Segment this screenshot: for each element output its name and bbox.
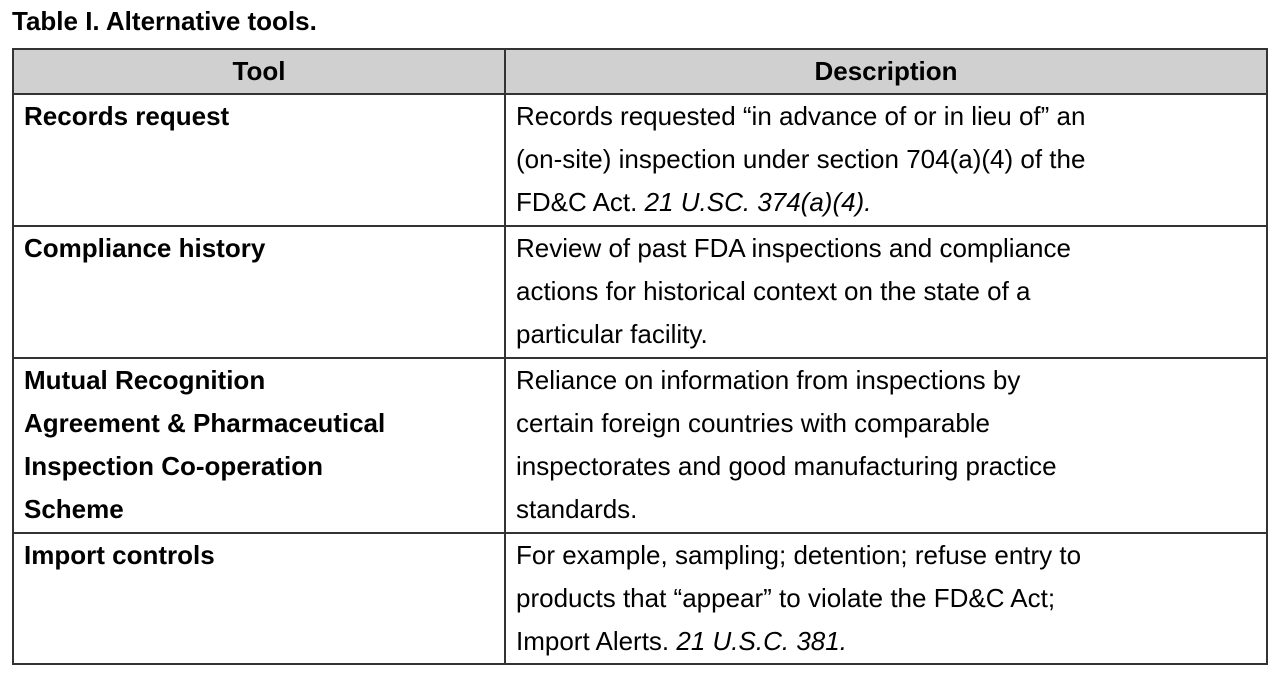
- description-text: Import Alerts.: [516, 626, 677, 656]
- description-line: inspectorates and good manufacturing pra…: [516, 445, 1256, 488]
- header-tool: Tool: [12, 48, 506, 95]
- table-row: Mutual Recognition Agreement & Pharmaceut…: [12, 357, 1268, 534]
- tool-line: Scheme: [24, 494, 124, 524]
- citation: 21 U.S.C. 381.: [676, 626, 847, 656]
- tool-line: Agreement & Pharmaceutical: [24, 408, 386, 438]
- tool-cell: Import controls: [12, 532, 506, 665]
- description-text: standards.: [516, 494, 638, 524]
- description-line: products that “appear” to violate the FD…: [516, 577, 1256, 620]
- description-line: Reliance on information from inspections…: [516, 359, 1256, 402]
- tool-cell: Mutual Recognition Agreement & Pharmaceut…: [12, 357, 506, 534]
- header-description: Description: [504, 48, 1268, 95]
- description-line: FD&C Act. 21 U.SC. 374(a)(4).: [516, 181, 1256, 224]
- description-text: Review of past FDA inspections and compl…: [516, 233, 1071, 263]
- description-text: FD&C Act.: [516, 187, 645, 217]
- description-text: certain foreign countries with comparabl…: [516, 408, 991, 438]
- tool-line: Records request: [24, 101, 230, 131]
- table-title: Table I. Alternative tools.: [12, 6, 317, 36]
- table-row: Records request Records requested “in adv…: [12, 93, 1268, 227]
- description-text: Reliance on information from inspections…: [516, 365, 1021, 395]
- description-text: actions for historical context on the st…: [516, 276, 1031, 306]
- description-line: For example, sampling; detention; refuse…: [516, 534, 1256, 577]
- description-cell: For example, sampling; detention; refuse…: [504, 532, 1268, 665]
- tool-line: Inspection Co-operation: [24, 451, 323, 481]
- description-cell: Reliance on information from inspections…: [504, 357, 1268, 534]
- table-row: Compliance history Review of past FDA ins…: [12, 225, 1268, 359]
- description-line: (on-site) inspection under section 704(a…: [516, 138, 1256, 181]
- description-text: inspectorates and good manufacturing pra…: [516, 451, 1057, 481]
- tool-line: Import controls: [24, 540, 215, 570]
- description-cell: Review of past FDA inspections and compl…: [504, 225, 1268, 359]
- description-text: (on-site) inspection under section 704(a…: [516, 144, 1086, 174]
- description-line: Import Alerts. 21 U.S.C. 381.: [516, 620, 1256, 663]
- description-text: particular facility.: [516, 319, 708, 349]
- description-text: Records requested “in advance of or in l…: [516, 101, 1086, 131]
- description-line: standards.: [516, 488, 1256, 531]
- header-row: Tool Description: [12, 48, 1268, 95]
- tool-line: Compliance history: [24, 233, 266, 263]
- description-text: products that “appear” to violate the FD…: [516, 583, 1056, 613]
- tool-cell: Records request: [12, 93, 506, 227]
- alternative-tools-table: Tool Description Records request Records …: [12, 48, 1268, 665]
- description-line: Review of past FDA inspections and compl…: [516, 227, 1256, 270]
- table-row: Import controls For example, sampling; de…: [12, 532, 1268, 665]
- tool-line: Mutual Recognition: [24, 365, 266, 395]
- description-line: certain foreign countries with comparabl…: [516, 402, 1256, 445]
- tool-cell: Compliance history: [12, 225, 506, 359]
- description-text: For example, sampling; detention; refuse…: [516, 540, 1082, 570]
- description-cell: Records requested “in advance of or in l…: [504, 93, 1268, 227]
- description-line: particular facility.: [516, 313, 1256, 356]
- citation: 21 U.SC. 374(a)(4).: [644, 187, 872, 217]
- description-line: Records requested “in advance of or in l…: [516, 95, 1256, 138]
- description-line: actions for historical context on the st…: [516, 270, 1256, 313]
